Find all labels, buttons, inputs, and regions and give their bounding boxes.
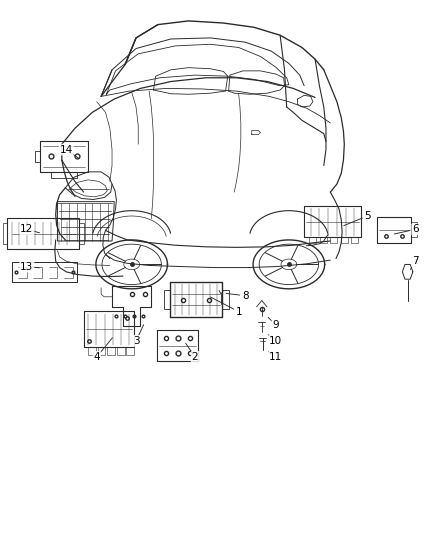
Text: 11: 11	[269, 352, 283, 362]
Text: 2: 2	[192, 352, 198, 362]
Text: 9: 9	[272, 320, 279, 330]
Text: 8: 8	[242, 290, 248, 301]
Text: 5: 5	[364, 211, 371, 221]
Text: 13: 13	[20, 262, 34, 271]
Text: 4: 4	[93, 352, 100, 362]
Text: 3: 3	[133, 336, 139, 346]
Text: 1: 1	[235, 306, 242, 317]
Text: 6: 6	[412, 224, 419, 235]
Text: 10: 10	[269, 336, 283, 346]
Text: 12: 12	[20, 224, 34, 235]
Text: 7: 7	[412, 256, 419, 266]
Text: 14: 14	[60, 144, 73, 155]
